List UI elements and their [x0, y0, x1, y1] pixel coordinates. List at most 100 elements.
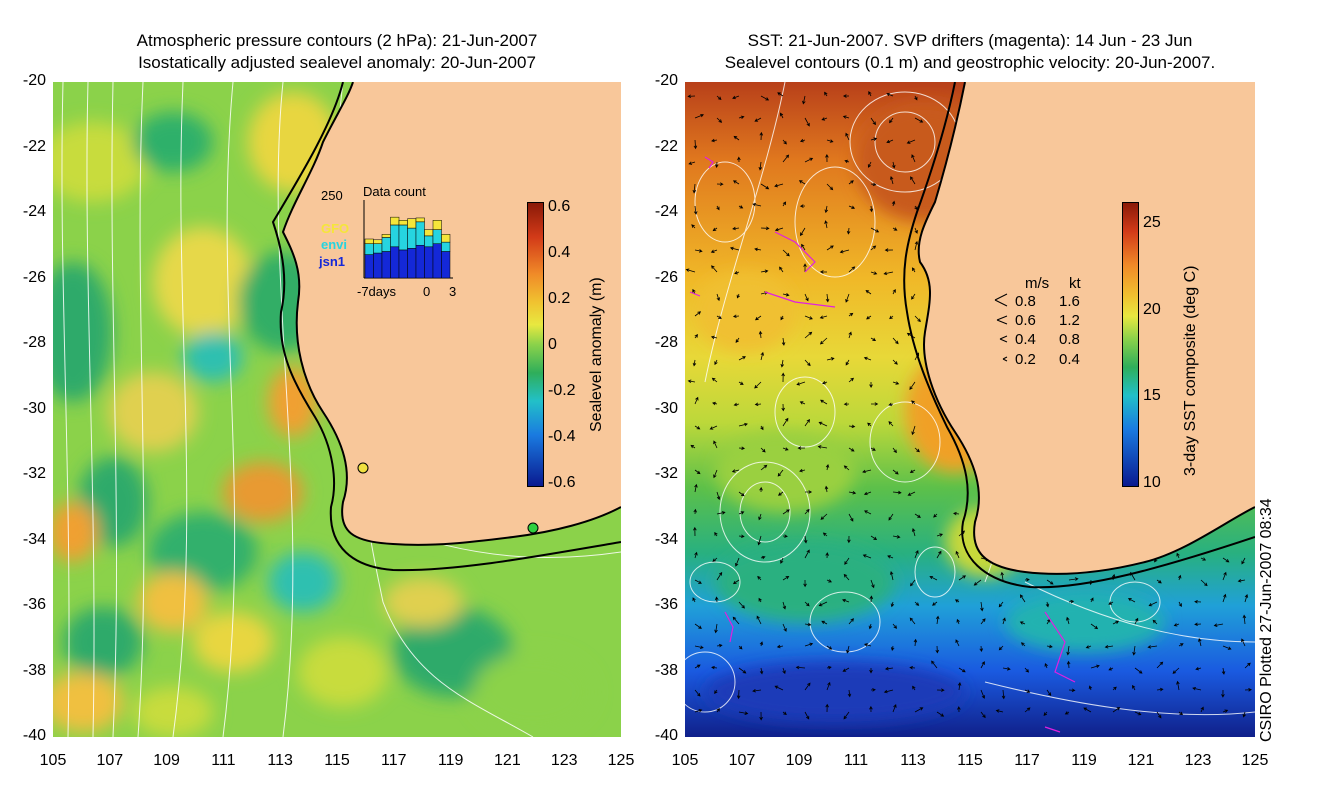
- velocity-arrow: [883, 271, 894, 276]
- velocity-arrow: [847, 689, 852, 698]
- velocity-arrow: [914, 513, 921, 518]
- velocity-arrow: [1024, 689, 1031, 693]
- velocity-arrow: [760, 269, 769, 274]
- vel-row-kt: 1.6: [1059, 293, 1080, 310]
- velocity-arrow: [804, 418, 810, 427]
- velocity-arrow: [864, 510, 872, 515]
- velocity-arrow: [759, 641, 764, 647]
- velocity-arrow: [694, 689, 701, 697]
- velocity-arrow: [796, 381, 806, 386]
- inset-xright: 3: [449, 284, 456, 299]
- velocity-arrow: [907, 491, 916, 496]
- velocity-arrow: [892, 227, 898, 231]
- velocity-arrow: [1221, 689, 1225, 698]
- velocity-arrow: [817, 445, 828, 449]
- y-axis-tick: -20: [654, 72, 678, 89]
- velocity-arrow: [759, 667, 764, 675]
- velocity-arrow: [1156, 711, 1162, 719]
- x-axis-tick: 115: [957, 752, 983, 769]
- inset-bar-jsn1: [415, 244, 425, 279]
- velocity-arrow: [1066, 616, 1070, 625]
- velocity-arrow: [870, 688, 876, 692]
- inset-bar-gfo: [424, 229, 434, 237]
- velocity-arrow: [820, 399, 828, 405]
- velocity-arrow: [957, 706, 961, 713]
- velocity-arrow: [1019, 621, 1026, 625]
- velocity-arrow: [694, 249, 703, 253]
- velocity-arrow: [714, 623, 718, 634]
- velocity-arrow: [842, 115, 850, 119]
- velocity-arrow: [1066, 645, 1070, 656]
- velocity-arrow: [694, 483, 698, 493]
- velocity-arrow: [844, 557, 850, 565]
- velocity-arrow: [1148, 601, 1158, 607]
- velocity-arrow: [842, 598, 850, 603]
- velocity-arrow: [909, 381, 916, 390]
- velocity-arrow: [870, 227, 880, 233]
- velocity-arrow: [870, 337, 877, 342]
- velocity-arrow: [782, 711, 787, 715]
- credit-label: CSIRO Plotted 27-Jun-2007 08:34: [1258, 498, 1275, 742]
- velocity-arrow: [716, 707, 720, 713]
- coastline: [281, 82, 621, 546]
- velocity-arrow: [734, 271, 740, 275]
- vel-header-ms: m/s: [1025, 275, 1049, 292]
- velocity-arrow: [956, 618, 960, 625]
- velocity-arrow: [957, 682, 962, 691]
- velocity-arrow: [1222, 593, 1227, 603]
- velocity-arrow: [804, 601, 810, 607]
- velocity-arrow: [760, 95, 770, 101]
- velocity-arrow: [782, 509, 790, 515]
- x-axis-tick: 105: [671, 752, 699, 769]
- velocity-arrow: [863, 356, 872, 361]
- velocity-arrow: [709, 425, 718, 430]
- velocity-arrow: [714, 161, 719, 168]
- y-axis-tick: -30: [654, 399, 678, 417]
- velocity-arrow: [782, 201, 787, 207]
- velocity-arrow: [825, 153, 829, 163]
- velocity-arrow: [936, 688, 945, 692]
- y-axis-tick: -34: [654, 530, 678, 548]
- station-marker: [357, 462, 369, 474]
- velocity-arrow: [781, 372, 785, 383]
- velocity-arrow: [914, 550, 919, 559]
- velocity-arrow: [782, 293, 790, 297]
- velocity-arrow: [870, 182, 877, 187]
- velocity-arrow: [693, 508, 697, 515]
- velocity-arrow: [914, 227, 918, 234]
- velocity-arrow: [1172, 667, 1180, 674]
- velocity-arrow: [842, 94, 850, 98]
- colorbar-tick: -0.2: [548, 382, 576, 399]
- velocity-arrow: [1064, 711, 1070, 715]
- velocity-arrow: [868, 623, 873, 630]
- velocity-arrow: [736, 689, 741, 700]
- x-axis-tick: 109: [153, 752, 180, 769]
- velocity-arrow: [1044, 662, 1048, 669]
- velocity-arrow: [759, 486, 763, 493]
- velocity-arrow: [911, 425, 916, 436]
- velocity-arrow: [870, 447, 876, 451]
- velocity-arrow: [716, 643, 723, 648]
- velocity-arrow: [1242, 614, 1247, 625]
- velocity-arrow: [798, 180, 806, 185]
- land: [918, 82, 1255, 574]
- velocity-arrow: [804, 642, 814, 647]
- inset-bar-gfo: [415, 217, 425, 223]
- inset-bar-gfo: [381, 234, 391, 238]
- velocity-arrow: [826, 665, 832, 670]
- velocity-arrow: [1090, 664, 1100, 669]
- velocity-arrow: [732, 616, 740, 625]
- velocity-arrow: [995, 709, 1004, 713]
- velocity-arrow: [820, 513, 828, 520]
- x-axis-tick: 111: [843, 752, 869, 769]
- velocity-arrow: [1192, 686, 1202, 691]
- velocity-arrow: [890, 645, 895, 651]
- velocity-arrow: [1237, 578, 1246, 583]
- inset-bar-gfo: [441, 234, 451, 243]
- velocity-arrow: [911, 400, 916, 405]
- velocity-arrow: [804, 157, 814, 163]
- velocity-arrow: [1002, 617, 1006, 625]
- velocity-arrow: [1112, 686, 1117, 691]
- velocity-arrow: [758, 161, 763, 171]
- x-axis-tick: 119: [437, 752, 464, 769]
